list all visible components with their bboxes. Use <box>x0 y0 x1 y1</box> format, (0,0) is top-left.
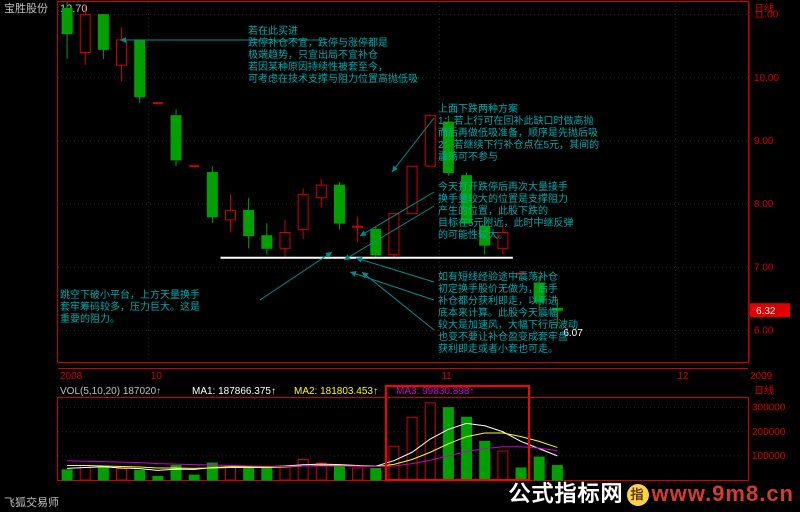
svg-text:6.32: 6.32 <box>756 306 776 317</box>
svg-text:7.00: 7.00 <box>754 262 774 273</box>
svg-text:VOL(5,10,20) 187020↑: VOL(5,10,20) 187020↑ <box>60 386 161 397</box>
svg-text:宝胜股份: 宝胜股份 <box>4 1 48 15</box>
svg-text:10: 10 <box>151 371 163 382</box>
svg-text:8.00: 8.00 <box>754 199 774 210</box>
svg-text:MA1: 187866.375↑: MA1: 187866.375↑ <box>192 386 276 397</box>
svg-text:9.00: 9.00 <box>754 136 774 147</box>
svg-text:12: 12 <box>677 371 689 382</box>
svg-text:100000: 100000 <box>752 451 786 462</box>
svg-text:10.00: 10.00 <box>754 73 779 84</box>
chart-stage: 11.0010.009.008.007.006.0020081011122009… <box>0 0 800 512</box>
svg-text:MA2: 181803.453↑: MA2: 181803.453↑ <box>294 386 378 397</box>
svg-text:日线: 日线 <box>754 2 774 15</box>
svg-text:11: 11 <box>441 371 452 382</box>
svg-text:300000: 300000 <box>752 403 786 414</box>
svg-text:2008: 2008 <box>60 371 83 382</box>
svg-text:6.00: 6.00 <box>754 325 774 336</box>
svg-text:日线: 日线 <box>754 384 774 397</box>
chart-svg: 11.0010.009.008.007.006.0020081011122009… <box>0 0 800 512</box>
svg-text:飞狐交易师: 飞狐交易师 <box>4 495 59 509</box>
svg-text:6.07: 6.07 <box>563 328 583 339</box>
svg-text:200000: 200000 <box>752 427 786 438</box>
svg-text:MA3: 99830.898↑: MA3: 99830.898↑ <box>396 386 474 397</box>
watermark: 公式指标网指www.9m8.cn <box>509 476 794 508</box>
svg-text:2009: 2009 <box>750 371 773 382</box>
